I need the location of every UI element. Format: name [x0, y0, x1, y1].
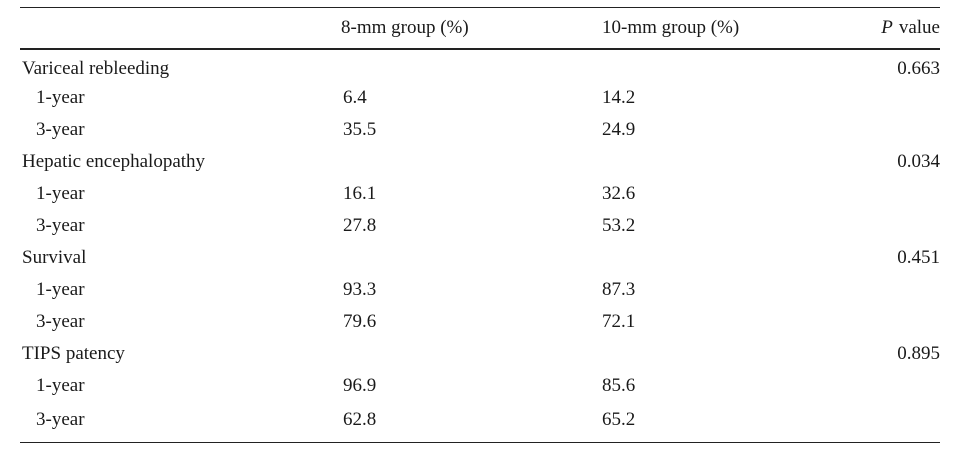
- time-label: 3-year: [36, 409, 85, 430]
- empty-cell: [582, 242, 850, 274]
- table-row: 3-year 27.8 53.2: [20, 210, 940, 242]
- empty-cell: [582, 338, 850, 370]
- header-outcome: [20, 8, 320, 50]
- table-body: Variceal rebleeding 0.663 1-year 6.4 14.…: [20, 49, 940, 443]
- p-value-cell: 0.663: [897, 58, 940, 79]
- empty-cell: [850, 274, 940, 306]
- time-label: 1-year: [36, 375, 85, 396]
- time-label: 3-year: [36, 215, 85, 236]
- table-row: 3-year 79.6 72.1: [20, 306, 940, 338]
- group10-value: 24.9: [602, 119, 636, 140]
- empty-cell: [850, 114, 940, 146]
- empty-cell: [850, 178, 940, 210]
- group10-value: 72.1: [602, 311, 636, 332]
- group10-value: 32.6: [602, 183, 636, 204]
- group8-value: 96.9: [343, 375, 377, 396]
- time-label: 1-year: [36, 87, 85, 108]
- empty-cell: [850, 210, 940, 242]
- header-p-letter: P: [881, 17, 893, 38]
- p-value-cell: 0.895: [897, 343, 940, 364]
- outcome-label: TIPS patency: [22, 343, 125, 364]
- empty-cell: [850, 306, 940, 338]
- section-row-variceal-rebleeding: Variceal rebleeding 0.663: [20, 49, 940, 82]
- group8-value: 16.1: [343, 183, 377, 204]
- empty-cell: [582, 49, 850, 82]
- outcome-label: Variceal rebleeding: [22, 58, 170, 79]
- time-label: 1-year: [36, 183, 85, 204]
- group8-value: 6.4: [343, 87, 367, 108]
- empty-cell: [850, 402, 940, 443]
- section-row-survival: Survival 0.451: [20, 242, 940, 274]
- group10-value: 14.2: [602, 87, 636, 108]
- group10-value: 53.2: [602, 215, 636, 236]
- section-row-tips-patency: TIPS patency 0.895: [20, 338, 940, 370]
- group8-value: 35.5: [343, 119, 377, 140]
- group10-value: 85.6: [602, 375, 636, 396]
- time-label: 3-year: [36, 311, 85, 332]
- group8-value: 93.3: [343, 279, 377, 300]
- table-row: 1-year 96.9 85.6: [20, 370, 940, 402]
- table-row: 1-year 93.3 87.3: [20, 274, 940, 306]
- group8-value: 79.6: [343, 311, 377, 332]
- empty-cell: [850, 370, 940, 402]
- group8-value: 27.8: [343, 215, 377, 236]
- header-p-word: value: [898, 17, 940, 38]
- table-row: 3-year 35.5 24.9: [20, 114, 940, 146]
- header-8mm-group: 8-mm group (%): [341, 17, 469, 38]
- p-value-cell: 0.034: [897, 151, 940, 172]
- group10-value: 87.3: [602, 279, 636, 300]
- outcome-label: Survival: [22, 247, 87, 268]
- time-label: 3-year: [36, 119, 85, 140]
- group10-value: 65.2: [602, 409, 636, 430]
- empty-cell: [320, 242, 582, 274]
- empty-cell: [582, 146, 850, 178]
- table-row: 1-year 16.1 32.6: [20, 178, 940, 210]
- empty-cell: [320, 49, 582, 82]
- table-row: 1-year 6.4 14.2: [20, 82, 940, 114]
- group8-value: 62.8: [343, 409, 377, 430]
- header-10mm-group: 10-mm group (%): [602, 17, 740, 38]
- empty-cell: [850, 82, 940, 114]
- empty-cell: [320, 338, 582, 370]
- table-row: 3-year 62.8 65.2: [20, 402, 940, 443]
- empty-cell: [320, 146, 582, 178]
- outcome-label: Hepatic encephalopathy: [22, 151, 206, 172]
- p-value-cell: 0.451: [897, 247, 940, 268]
- section-row-hepatic-encephalopathy: Hepatic encephalopathy 0.034: [20, 146, 940, 178]
- time-label: 1-year: [36, 279, 85, 300]
